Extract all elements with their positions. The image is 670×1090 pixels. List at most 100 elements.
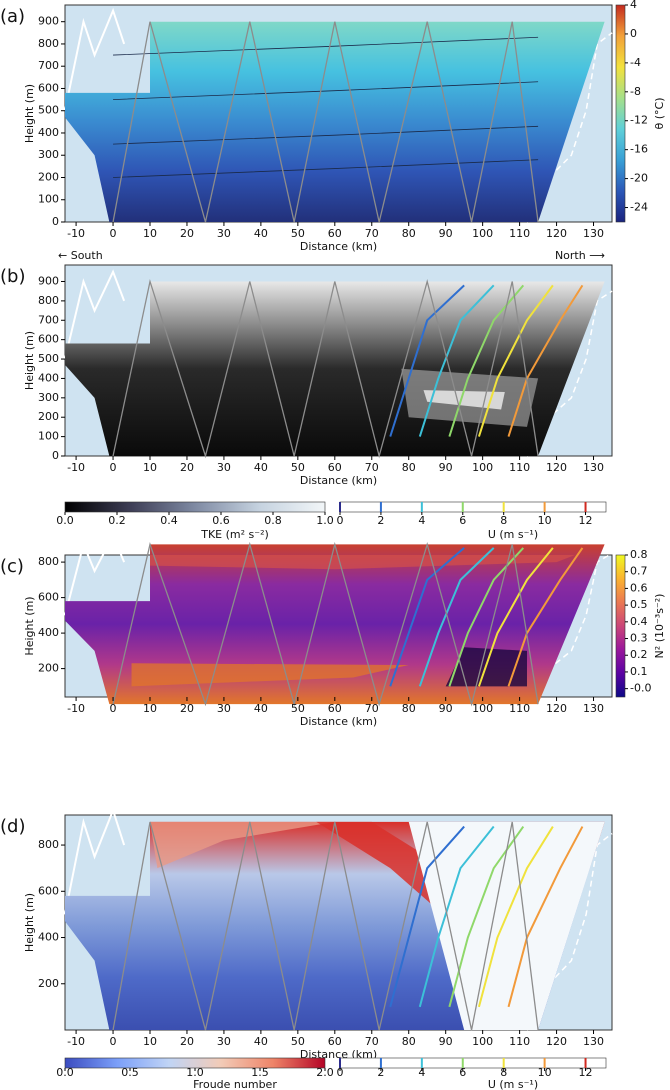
colorbar-label: θ (°C) bbox=[653, 98, 666, 130]
y-tick-label: 100 bbox=[38, 193, 59, 206]
x-tick-label: 20 bbox=[180, 227, 194, 240]
colorbar-tick-label: 8 bbox=[500, 514, 507, 527]
colorbar-tick-label: 0.0 bbox=[56, 1066, 74, 1079]
wind-contour bbox=[418, 284, 495, 437]
colorbar-tick-label: 0.4 bbox=[630, 615, 648, 628]
field bbox=[65, 21, 605, 223]
wind-contour bbox=[389, 547, 465, 687]
x-tick-label: 80 bbox=[402, 461, 416, 474]
x-tick-label: 0 bbox=[110, 702, 117, 715]
x-tick-label: 60 bbox=[328, 1035, 342, 1048]
colorbar-tick-label: 8 bbox=[500, 1066, 507, 1079]
y-tick-label: 200 bbox=[38, 410, 59, 423]
y-tick-label: 900 bbox=[38, 15, 59, 28]
x-tick-label: 70 bbox=[365, 1035, 379, 1048]
x-tick-label: 90 bbox=[439, 1035, 453, 1048]
wind-contour bbox=[477, 284, 554, 437]
x-tick-label: 90 bbox=[439, 702, 453, 715]
colorbar-tick-label: 1.0 bbox=[316, 514, 334, 527]
x-tick-label: 50 bbox=[291, 702, 305, 715]
y-tick-label: 0 bbox=[52, 215, 59, 228]
y-tick-label: 300 bbox=[38, 391, 59, 404]
x-tick-label: 10 bbox=[143, 702, 157, 715]
y-tick-label: 800 bbox=[38, 555, 59, 568]
field-band bbox=[150, 821, 335, 869]
x-tick-label: 120 bbox=[546, 227, 567, 240]
colorbar-tick-label: -4 bbox=[630, 56, 641, 69]
y-tick-label: 800 bbox=[38, 838, 59, 851]
field-band bbox=[423, 390, 505, 410]
y-tick-label: 100 bbox=[38, 430, 59, 443]
colorbar bbox=[339, 501, 607, 513]
x-tick-label: 130 bbox=[583, 227, 604, 240]
y-tick-label: 800 bbox=[38, 37, 59, 50]
colorbar-tick-label: 0.3 bbox=[630, 632, 648, 645]
x-tick-label: 40 bbox=[254, 227, 268, 240]
x-tick-label: 60 bbox=[328, 461, 342, 474]
x-tick-label: 90 bbox=[439, 227, 453, 240]
colorbar-tick-label: 12 bbox=[579, 514, 593, 527]
flight-track bbox=[112, 821, 539, 1031]
x-tick-label: 130 bbox=[583, 1035, 604, 1048]
colorbar-tick-label: 4 bbox=[418, 1066, 425, 1079]
x-tick-label: 50 bbox=[291, 461, 305, 474]
direction-label: North ⟶ bbox=[555, 249, 605, 262]
x-tick-label: -10 bbox=[67, 461, 85, 474]
x-tick-label: -10 bbox=[67, 1035, 85, 1048]
colorbar-tick-label: 0.5 bbox=[121, 1066, 139, 1079]
x-axis-label: Distance (km) bbox=[300, 474, 377, 487]
y-tick-label: 500 bbox=[38, 104, 59, 117]
x-tick-label: 20 bbox=[180, 702, 194, 715]
x-tick-label: 0 bbox=[110, 461, 117, 474]
colorbar-tick-label: 6 bbox=[459, 1066, 466, 1079]
y-tick-label: 600 bbox=[38, 884, 59, 897]
x-tick-label: 20 bbox=[180, 461, 194, 474]
x-tick-label: 30 bbox=[217, 227, 231, 240]
isentrope bbox=[113, 36, 539, 56]
x-tick-label: 100 bbox=[472, 1035, 493, 1048]
y-tick-label: 600 bbox=[38, 333, 59, 346]
colorbar-label: U (m s⁻¹) bbox=[488, 1078, 538, 1090]
x-tick-label: 130 bbox=[583, 461, 604, 474]
colorbar-tick-label: 2.0 bbox=[316, 1066, 334, 1079]
isentrope bbox=[113, 125, 539, 145]
panel-label: (a) bbox=[0, 6, 25, 27]
x-tick-label: 40 bbox=[254, 461, 268, 474]
x-tick-label: 80 bbox=[402, 227, 416, 240]
colorbar-label: Froude number bbox=[193, 1078, 277, 1090]
y-tick-label: 800 bbox=[38, 294, 59, 307]
y-tick-label: 600 bbox=[38, 591, 59, 604]
panel-label: (b) bbox=[0, 266, 25, 287]
isentrope bbox=[113, 159, 539, 178]
colorbar-tick-label: 0.2 bbox=[630, 648, 648, 661]
y-tick-label: 400 bbox=[38, 931, 59, 944]
x-tick-label: 50 bbox=[291, 227, 305, 240]
terrain-line bbox=[526, 290, 613, 457]
colorbar-tick-label: 0.6 bbox=[212, 514, 230, 527]
colorbar-tick-label: 0.0 bbox=[56, 514, 74, 527]
colorbar-tick-label: 2 bbox=[377, 1066, 384, 1079]
colorbar-tick-label: 0 bbox=[630, 27, 637, 40]
x-tick-label: 120 bbox=[546, 1035, 567, 1048]
wind-contour bbox=[507, 826, 584, 1008]
colorbar-tick-label: -8 bbox=[630, 85, 641, 98]
y-tick-label: 400 bbox=[38, 371, 59, 384]
x-tick-label: 70 bbox=[365, 227, 379, 240]
x-tick-label: 70 bbox=[365, 702, 379, 715]
colorbar-tick-label: 0.7 bbox=[630, 565, 648, 578]
x-tick-label: 120 bbox=[546, 702, 567, 715]
x-tick-label: 100 bbox=[472, 227, 493, 240]
field-band bbox=[131, 663, 409, 687]
x-tick-label: 0 bbox=[110, 227, 117, 240]
y-axis-label: Height (m) bbox=[23, 331, 36, 390]
x-tick-label: 10 bbox=[143, 1035, 157, 1048]
colorbar-tick-label: 0.8 bbox=[630, 548, 648, 561]
colorbar-tick-label: 4 bbox=[418, 514, 425, 527]
colorbar-tick-label: 10 bbox=[538, 1066, 552, 1079]
x-tick-label: 110 bbox=[509, 702, 530, 715]
y-tick-label: 900 bbox=[38, 274, 59, 287]
wind-contour bbox=[478, 547, 554, 687]
wind-contour bbox=[418, 547, 495, 687]
colorbar-tick-label: 0.1 bbox=[630, 665, 648, 678]
